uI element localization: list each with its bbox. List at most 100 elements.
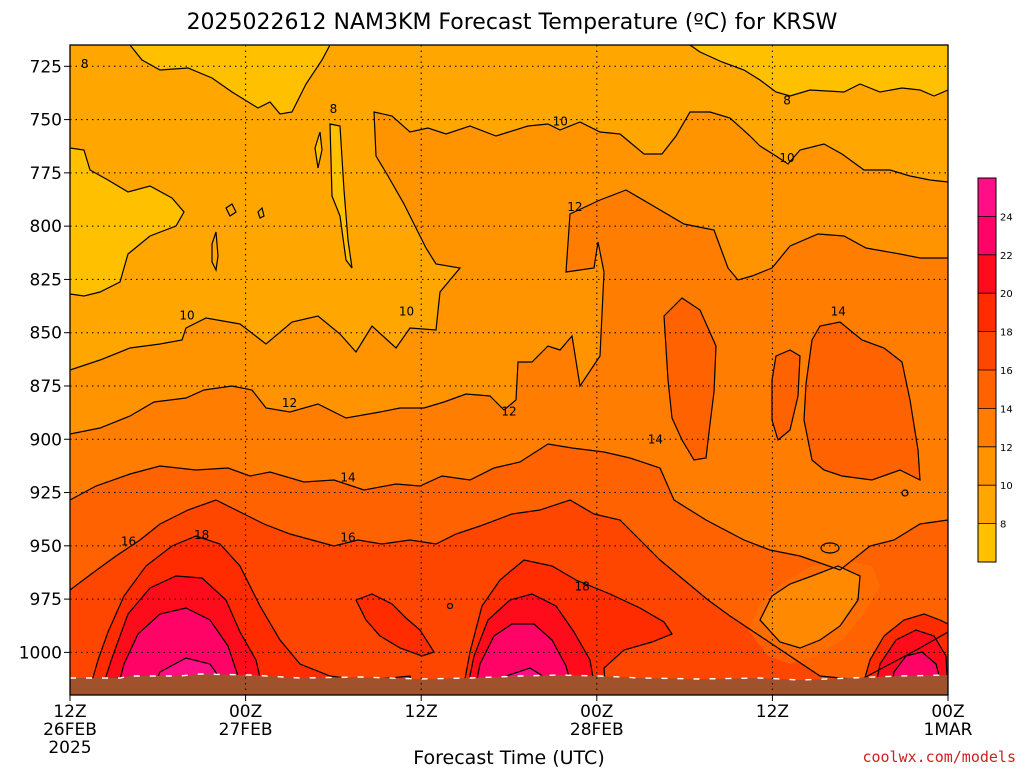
colorbar-label: 16: [1000, 366, 1013, 377]
contour-18-mid: [461, 559, 673, 695]
contour-8-sliver: [314, 131, 323, 169]
contour-14-right-lobe: [803, 321, 921, 482]
contour-8-mini-a: [225, 203, 237, 217]
contour-8-strip: [329, 123, 353, 269]
contour-20-mid: [465, 593, 597, 695]
band-cool-pocket: [760, 566, 860, 648]
colorbar-swatch: [978, 485, 996, 524]
credit-text: coolwx.com/models: [862, 748, 1016, 766]
y-tick-label: 1000: [19, 643, 62, 663]
band-below-8-left: [70, 148, 184, 296]
contour-14-small-lobe: [771, 349, 801, 442]
y-tick-label: 800: [30, 217, 62, 237]
x-tick-label: 00Z: [229, 702, 262, 722]
contour-small-ring-b: [446, 602, 454, 610]
x-tick-label: 2025: [48, 738, 91, 758]
contour-label: 10: [779, 151, 794, 165]
contour-label: 12: [282, 396, 297, 410]
contour-8-right: [689, 45, 948, 97]
y-tick-label: 750: [30, 111, 62, 131]
grid: [70, 45, 948, 695]
contour-14-mid-lobe: [663, 297, 717, 461]
contour-label: 18: [575, 579, 590, 593]
x-tick-label: 28FEB: [570, 720, 624, 740]
x-tick-label: 26FEB: [43, 720, 97, 740]
colorbar-label: 18: [1000, 328, 1013, 339]
contour-16: [70, 499, 948, 681]
colorbar-swatch: [978, 254, 996, 294]
band-below-8-strip: [330, 124, 352, 268]
contour-label: 8: [81, 57, 89, 71]
y-tick-label: 900: [30, 430, 62, 450]
band-14-16-right-lobe: [804, 322, 920, 480]
x-tick-label: 12Z: [405, 702, 438, 722]
contour-14: [70, 443, 948, 571]
contour-label: 12: [501, 405, 516, 419]
colorbar-label: 12: [1000, 443, 1013, 454]
contour-label: 10: [553, 115, 568, 129]
contour-20-right: [873, 629, 948, 695]
band-14-16-mid-lobe: [664, 298, 716, 460]
contour-22-right: [889, 651, 945, 695]
contour-8-pocket: [70, 147, 185, 297]
band-below-8-top-right: [690, 45, 948, 96]
colorbar-swatch: [978, 370, 996, 409]
colorbar-label: 10: [1000, 481, 1013, 492]
contour-label: 10: [179, 309, 194, 323]
y-tick-label: 775: [30, 164, 62, 184]
x-axis-label: Forecast Time (UTC): [413, 747, 604, 768]
ground-surface: [70, 674, 948, 695]
contour-label: 14: [648, 432, 663, 446]
band-18-20-patch: [356, 594, 434, 656]
contour-8-mini-c: [211, 231, 219, 272]
y-tick-label: 875: [30, 377, 62, 397]
colorbar-swatch: [978, 178, 996, 217]
contour-label: 8: [783, 93, 791, 107]
colorbar-swatch: [978, 293, 996, 332]
x-tick-label: 00Z: [931, 702, 964, 722]
contour-12: [70, 189, 948, 435]
y-tick-label: 725: [30, 57, 62, 77]
colorbar-label: 22: [1000, 251, 1013, 262]
contour-10: [70, 111, 948, 371]
contour-label: 12: [567, 200, 582, 214]
x-tick-label: 27FEB: [219, 720, 273, 740]
contour-8-left: [129, 45, 331, 115]
contour-label: 18: [194, 528, 209, 542]
colorbar-label: 14: [1000, 404, 1013, 415]
contour-label: 10: [399, 304, 414, 318]
colorbar-label: 20: [1000, 289, 1013, 300]
contour-label: 16: [340, 530, 355, 544]
plot-area: 8 8 8 10 10 10 10 12 12 12 14 14 14 16 16 18 18: [70, 45, 948, 695]
x-tick-label: 1MAR: [924, 720, 973, 740]
contour-label: 16: [121, 535, 136, 549]
band-cool-pocket-rim: [748, 560, 880, 664]
band-14-16-small-lobe: [772, 350, 800, 440]
y-tick-label: 925: [30, 484, 62, 504]
colorbar-label: 8: [1000, 520, 1006, 531]
colorbar-swatch: [978, 408, 996, 447]
contour-small-ring-c: [820, 542, 840, 554]
colorbar-swatch: [978, 446, 996, 486]
contour-cool-pocket: [759, 565, 861, 649]
contour-label: 14: [831, 304, 846, 318]
colorbar: 8 10 12 14 16 18 20 22 24: [977, 177, 1013, 563]
contour-18-right: [859, 613, 948, 695]
contour-20-left: [99, 575, 265, 695]
contour-label: 8: [330, 102, 338, 116]
colorbar-swatch: [978, 523, 996, 562]
ground-surface-edge: [70, 673, 948, 681]
x-tick-label: 12Z: [53, 702, 86, 722]
y-tick-label: 850: [30, 324, 62, 344]
contour-label: 14: [340, 471, 355, 485]
contour-8-mini-b: [257, 206, 265, 219]
x-tick-label: 00Z: [580, 702, 613, 722]
y-tick-label: 975: [30, 590, 62, 610]
colorbar-swatch: [978, 331, 996, 370]
x-tick-label: 12Z: [756, 702, 789, 722]
colorbar-label: 24: [1000, 212, 1013, 223]
y-axis: 725 750 775 800 825 850 875 900 925 950 975 1000: [19, 57, 70, 663]
colorbar-swatch: [978, 216, 996, 255]
chart-title: 2025022612 NAM3KM Forecast Temperature (…: [187, 10, 838, 35]
